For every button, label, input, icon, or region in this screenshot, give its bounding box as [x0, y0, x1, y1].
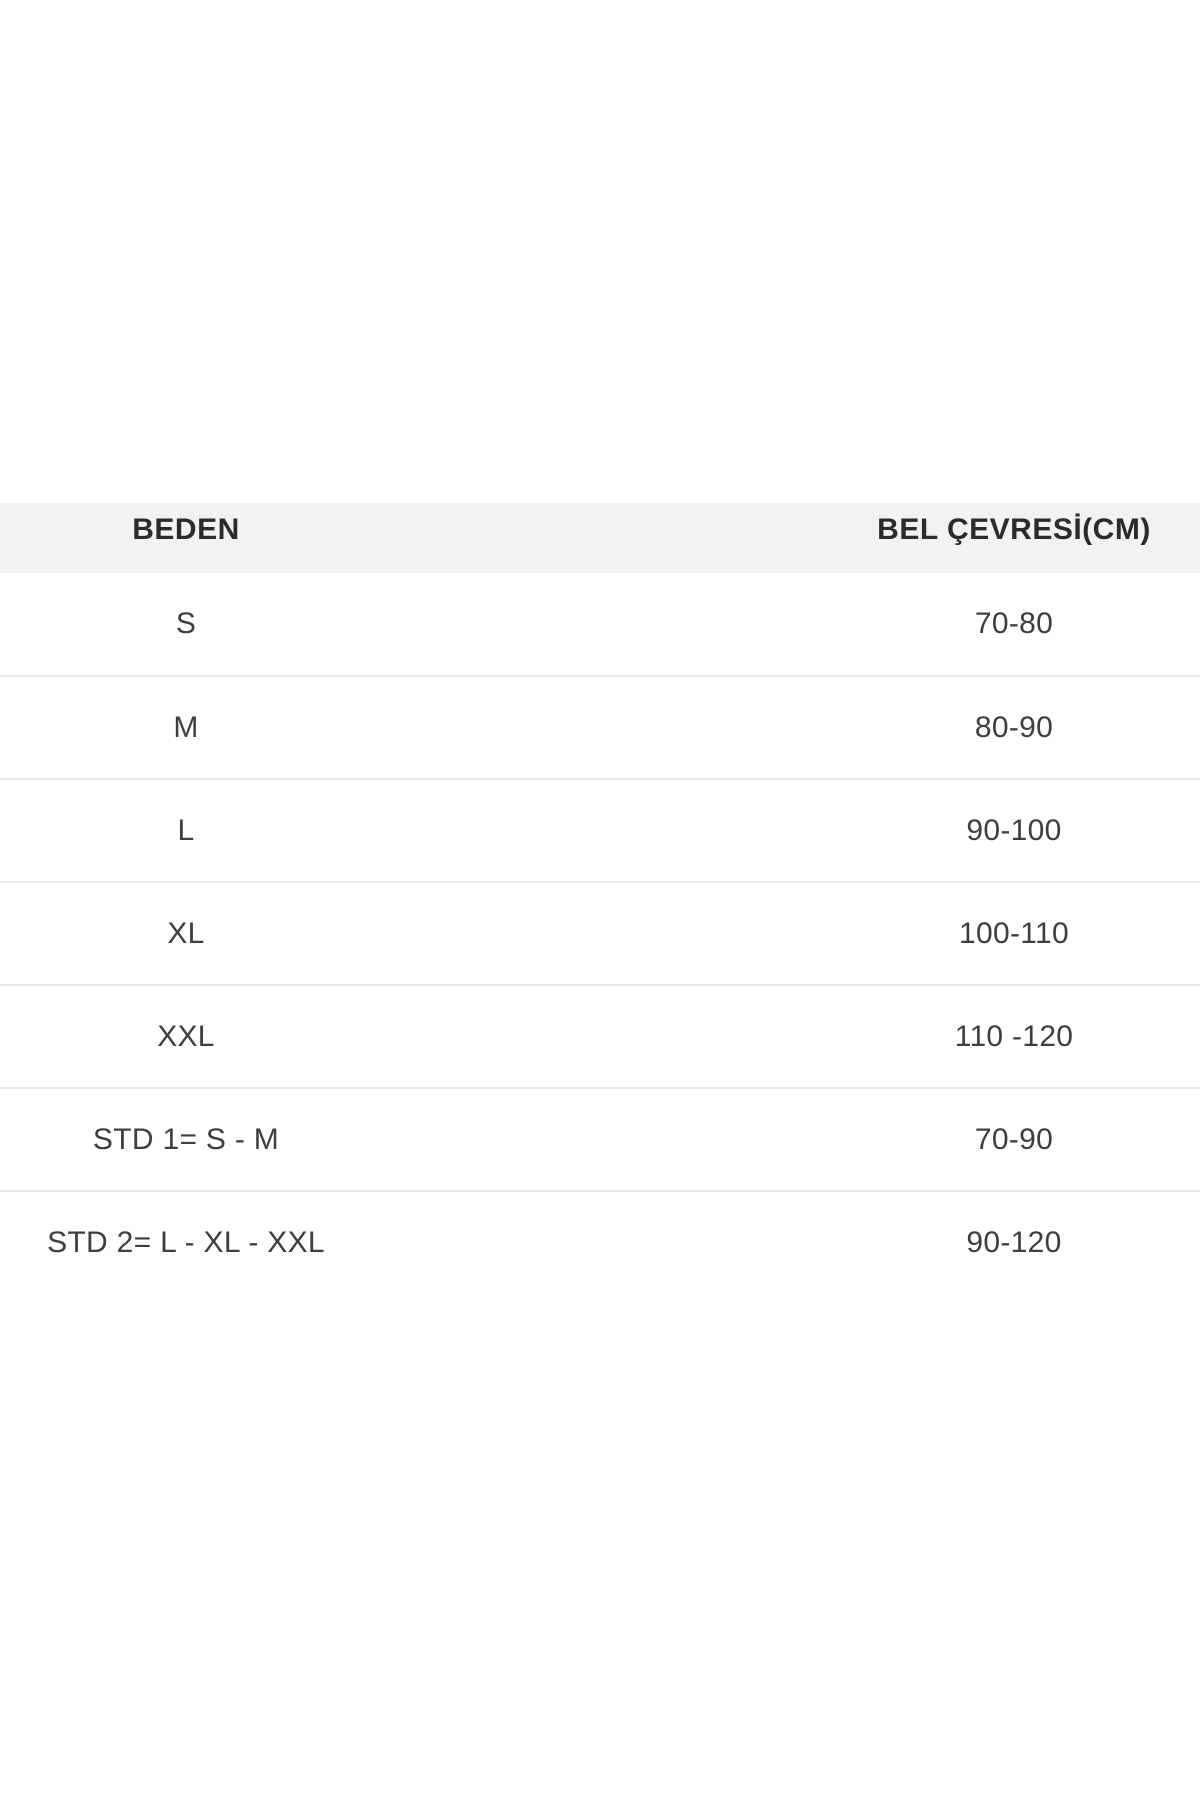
header-cell-waist: BEL ÇEVRESİ(CM)	[828, 503, 1200, 573]
table-row-xl: XL 100-110	[0, 882, 1200, 986]
size-chart-header-row: BEDEN BEL ÇEVRESİ(CM)	[0, 503, 1200, 573]
table-row-xxl: XXL 110 -120	[0, 985, 1200, 1089]
header-spacer	[372, 503, 828, 573]
size-cell: XL	[0, 882, 372, 986]
waist-cell: 70-80	[828, 573, 1200, 677]
spacer-cell	[372, 882, 828, 986]
size-chart-table: BEDEN BEL ÇEVRESİ(CM) S 70-80 M 80-90 L …	[0, 503, 1200, 1294]
spacer-cell	[372, 985, 828, 1089]
size-cell: S	[0, 573, 372, 677]
table-row-s: S 70-80	[0, 573, 1200, 677]
table-row-std1: STD 1= S - M 70-90	[0, 1088, 1200, 1192]
waist-cell: 70-90	[828, 1088, 1200, 1192]
size-chart-header: BEDEN BEL ÇEVRESİ(CM)	[0, 503, 1200, 573]
header-cell-size: BEDEN	[0, 503, 372, 573]
waist-cell: 100-110	[828, 882, 1200, 986]
spacer-cell	[372, 676, 828, 780]
waist-cell: 90-100	[828, 779, 1200, 883]
size-chart-body: S 70-80 M 80-90 L 90-100 XL 100-110 XXL	[0, 573, 1200, 1294]
table-row-std2: STD 2= L - XL - XXL 90-120	[0, 1191, 1200, 1294]
spacer-cell	[372, 573, 828, 677]
spacer-cell	[372, 1191, 828, 1294]
waist-cell: 90-120	[828, 1191, 1200, 1294]
size-cell: M	[0, 676, 372, 780]
size-cell: XXL	[0, 985, 372, 1089]
size-cell: STD 2= L - XL - XXL	[0, 1191, 372, 1294]
waist-cell: 110 -120	[828, 985, 1200, 1089]
spacer-cell	[372, 779, 828, 883]
table-row-l: L 90-100	[0, 779, 1200, 883]
waist-cell: 80-90	[828, 676, 1200, 780]
table-row-m: M 80-90	[0, 676, 1200, 780]
size-cell: L	[0, 779, 372, 883]
size-cell: STD 1= S - M	[0, 1088, 372, 1192]
spacer-cell	[372, 1088, 828, 1192]
